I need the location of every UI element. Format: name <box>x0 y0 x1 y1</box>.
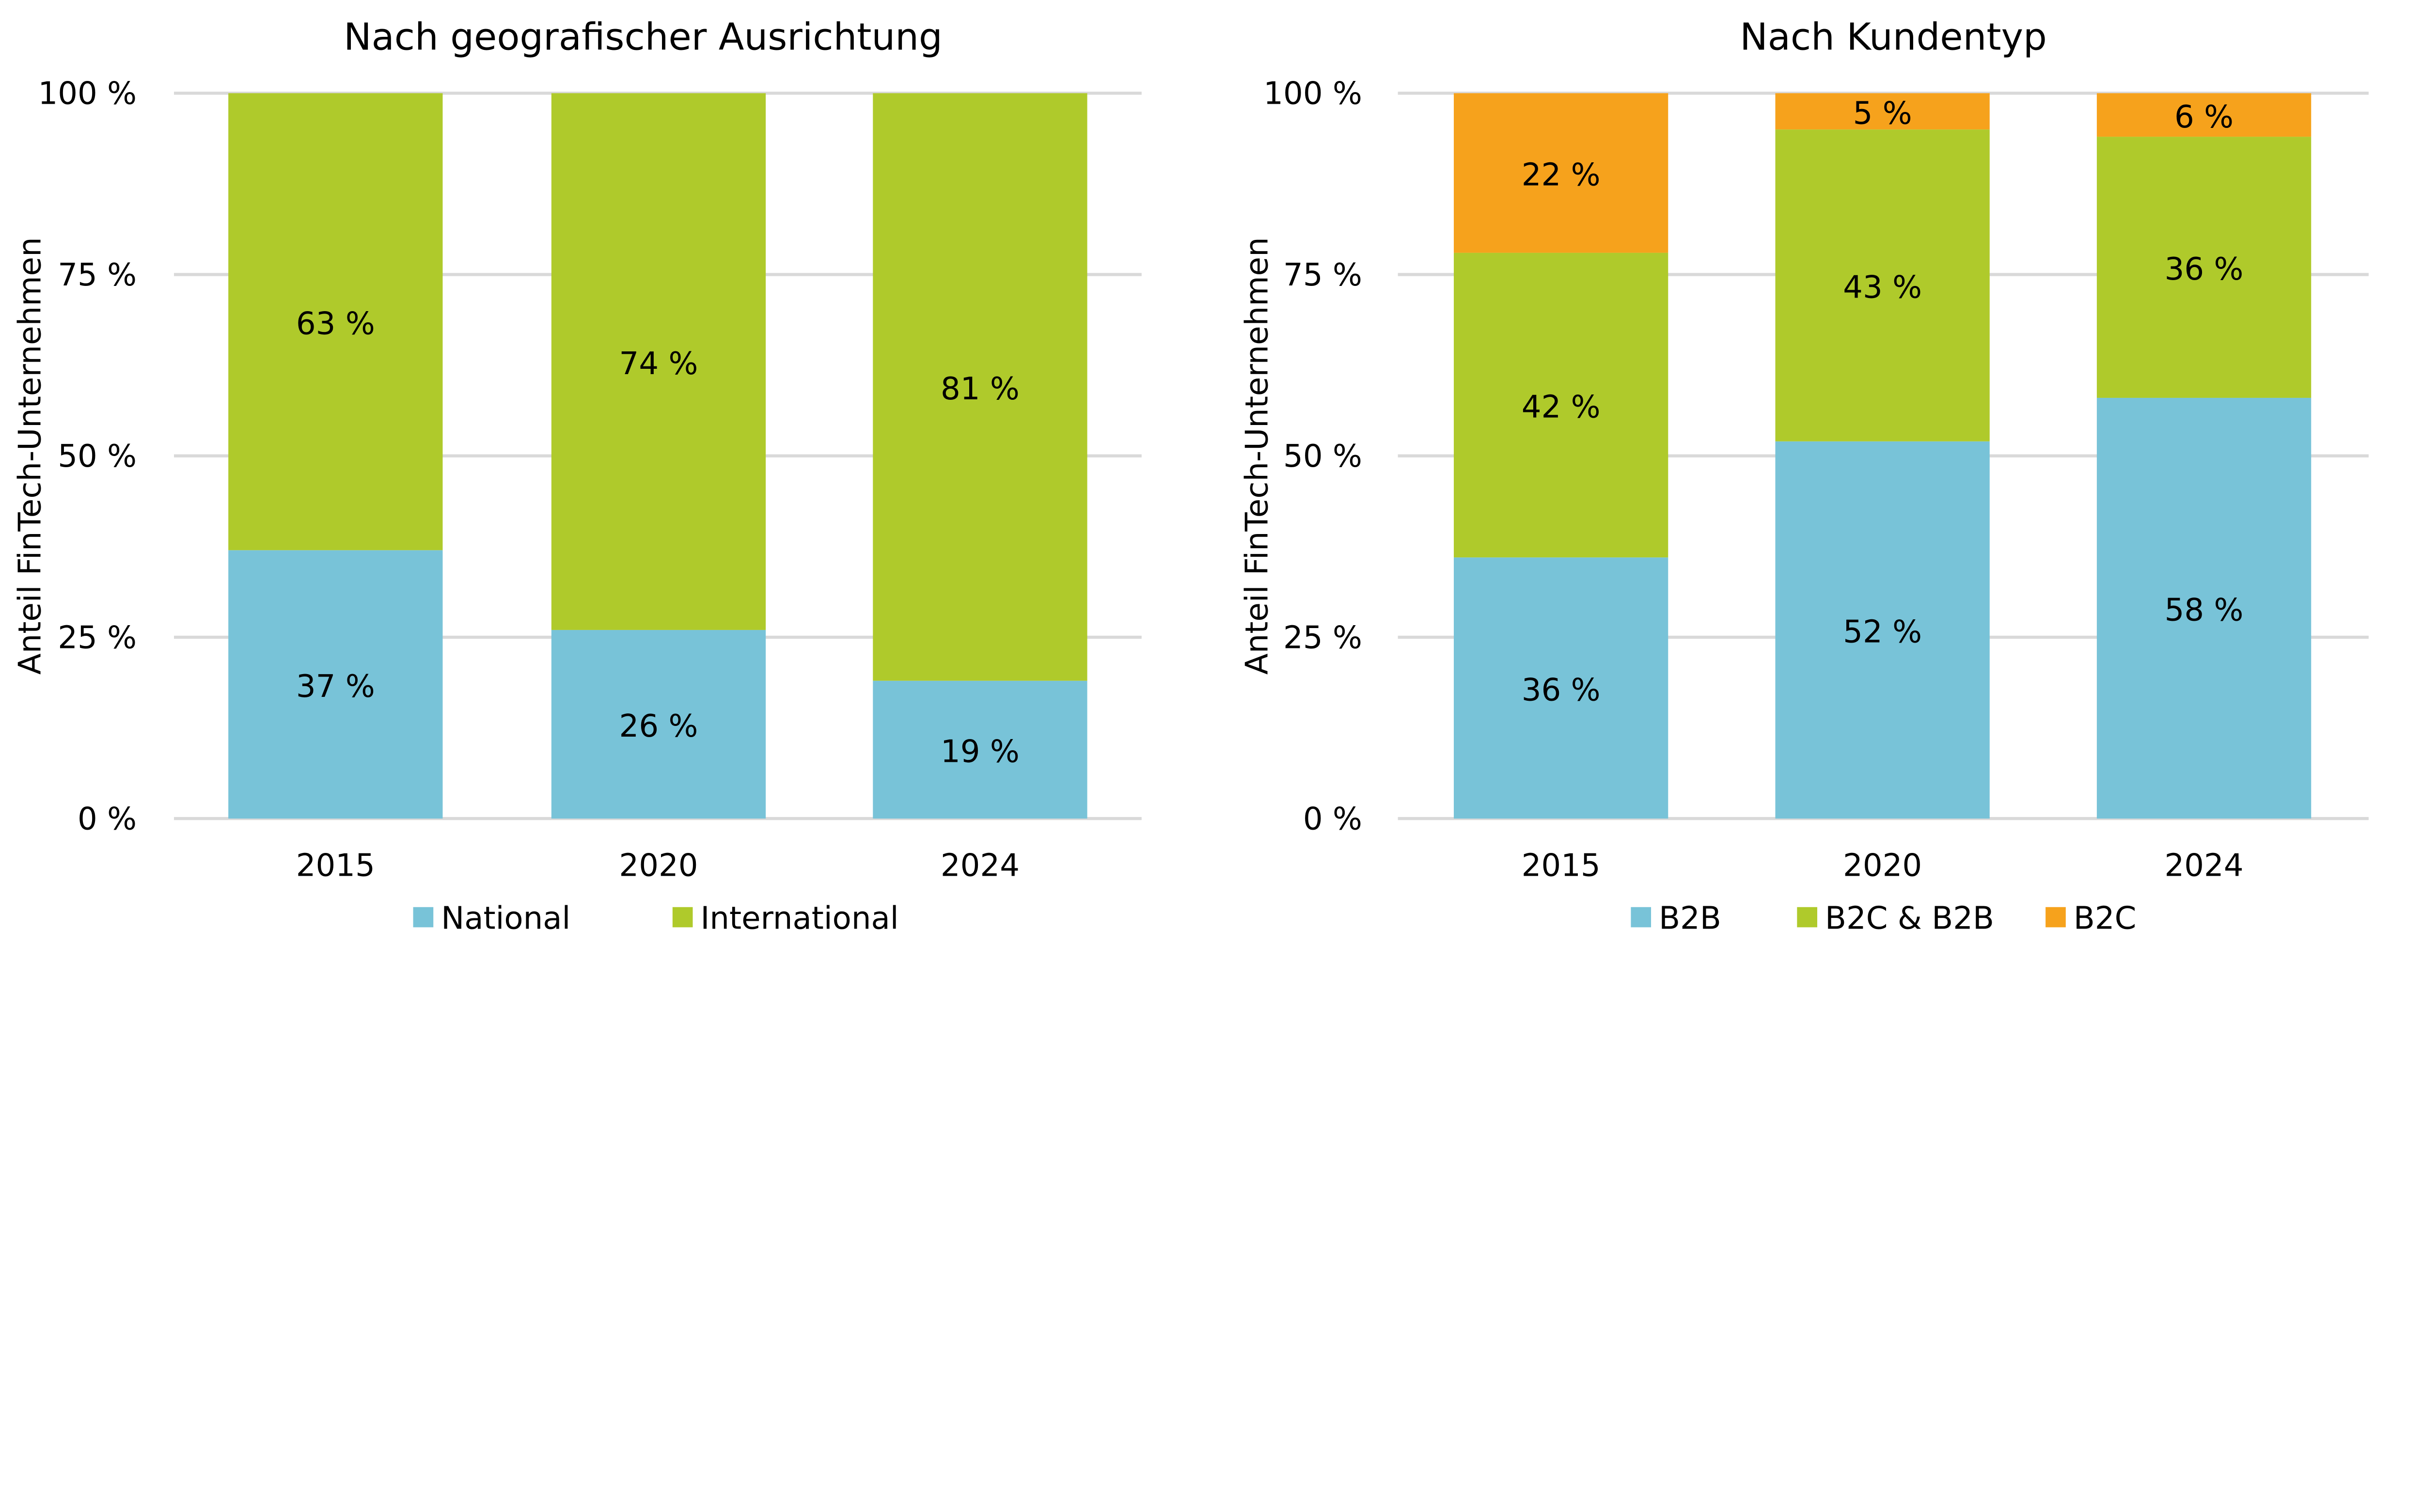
chart1-y-tick-label: 0 % <box>78 802 137 837</box>
chart1-bar-national-2015 <box>228 550 443 819</box>
chart2-bar-b2c-2020 <box>1775 93 1990 130</box>
chart2-bar-b2c-b2b-2020 <box>1775 129 1990 441</box>
chart2-x-tick-label: 2024 <box>2164 848 2243 884</box>
chart2-y-tick-label: 100 % <box>1263 76 1362 112</box>
chart2-data-label: 5 % <box>1853 95 1912 131</box>
chart2-x-tick-label: 2020 <box>1843 848 1922 884</box>
chart1-x-tick-label: 2020 <box>619 848 698 884</box>
chart1-y-tick-label: 75 % <box>58 257 137 293</box>
chart2-data-label: 52 % <box>1843 614 1922 650</box>
chart1-y-tick-label: 100 % <box>38 76 137 112</box>
chart2-data-label: 22 % <box>1522 158 1601 193</box>
chart1-bar-national-2020 <box>551 630 766 819</box>
chart1-legend-label: International <box>701 901 899 937</box>
chart2-data-label: 36 % <box>2165 252 2244 287</box>
chart2-bar-b2b-2015 <box>1453 557 1668 819</box>
chart1-data-label: 26 % <box>619 709 698 744</box>
chart2-data-label: 42 % <box>1522 390 1601 425</box>
chart2-legend-label: B2C & B2B <box>1825 901 1994 937</box>
chart2-legend-label: B2B <box>1659 901 1721 937</box>
chart1-data-label: 19 % <box>941 734 1020 770</box>
chart2-bar-b2b-2024 <box>2096 397 2312 819</box>
chart-figure: Nach geografischer Ausrichtung 0 % 25 % 50 … <box>12 16 2369 937</box>
chart1-bar-international-2020 <box>551 93 766 630</box>
chart1-y-tick-label: 50 % <box>58 439 137 474</box>
chart1-bar-national-2024 <box>873 680 1087 819</box>
chart2-legend-swatch <box>2045 907 2066 928</box>
chart2-bar-b2c-b2b-2015 <box>1453 252 1668 558</box>
chart2-legend-swatch <box>1797 907 1817 928</box>
chart2-x-tick-label: 2015 <box>1522 848 1601 884</box>
chart2-y-tick-label: 25 % <box>1283 620 1362 656</box>
chart2-data-label: 43 % <box>1843 270 1922 306</box>
chart1-y-tick-label: 25 % <box>58 620 137 656</box>
chart1-legend-swatch <box>413 907 434 928</box>
chart2-legend-label: B2C <box>2074 901 2137 937</box>
chart2-bar-b2c-2024 <box>2096 93 2312 137</box>
chart2-y-tick-label: 75 % <box>1283 257 1362 293</box>
chart1-legend-swatch <box>672 907 693 928</box>
chart1-bar-international-2015 <box>228 93 443 551</box>
chart2-data-label: 36 % <box>1522 672 1601 708</box>
chart2-bar-b2c-2015 <box>1453 93 1668 253</box>
chart2-y-tick-label: 0 % <box>1303 802 1362 837</box>
chart2-legend-swatch <box>1631 907 1652 928</box>
chart1-bar-international-2024 <box>873 93 1087 681</box>
chart2-bar-b2c-b2b-2024 <box>2096 137 2312 398</box>
chart1-data-label: 74 % <box>619 346 698 382</box>
chart1-x-tick-label: 2024 <box>941 848 1020 884</box>
chart1-data-label: 81 % <box>941 371 1020 407</box>
chart2-bar-b2b-2020 <box>1775 441 1990 819</box>
chart1-data-label: 63 % <box>296 306 375 342</box>
chart2-y-tick-label: 50 % <box>1283 439 1362 474</box>
chart2-data-label: 6 % <box>2174 99 2234 135</box>
chart1-x-tick-label: 2015 <box>296 848 375 884</box>
chart1-y-axis-label: Anteil FinTech-Unternehmen <box>12 237 48 675</box>
chart2-y-axis-label: Anteil FinTech-Unternehmen <box>1239 237 1275 675</box>
chart1-legend-label: National <box>441 901 570 937</box>
chart1-title: Nach geografischer Ausrichtung <box>344 16 943 59</box>
chart2-data-label: 58 % <box>2165 593 2244 629</box>
chart1-data-label: 37 % <box>296 669 375 705</box>
chart2-title: Nach Kundentyp <box>1740 16 2047 59</box>
